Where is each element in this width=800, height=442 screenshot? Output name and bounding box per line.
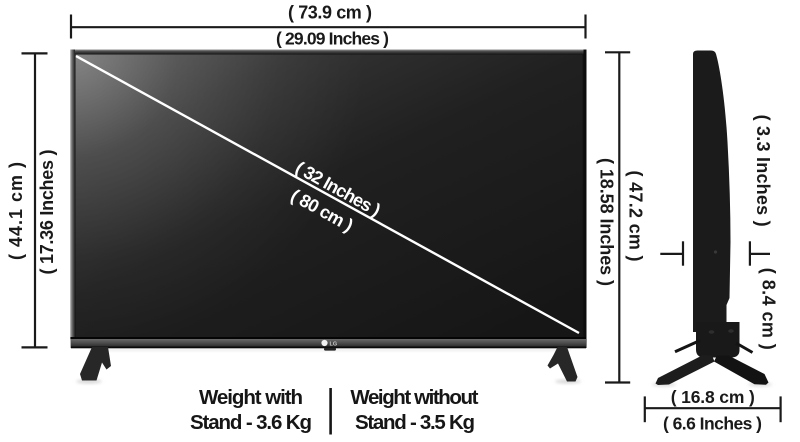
svg-text:( 29.09 Inches ): ( 29.09 Inches ) [276,29,389,49]
svg-text:LG: LG [330,341,338,347]
svg-text:Stand - 3.6 Kg: Stand - 3.6 Kg [190,411,312,434]
svg-text:Weight with: Weight with [199,386,303,409]
svg-text:Weight without: Weight without [350,386,478,409]
svg-text:( 18.58 Inches ): ( 18.58 Inches ) [597,158,617,286]
svg-text:( 17.36 Inches ): ( 17.36 Inches ) [37,150,57,275]
svg-text:( 8.4 cm ): ( 8.4 cm ) [759,268,779,350]
svg-text:( 73.9 cm ): ( 73.9 cm ) [288,3,372,23]
svg-text:( 16.8 cm ): ( 16.8 cm ) [671,387,755,407]
svg-text:Stand - 3.5 Kg: Stand - 3.5 Kg [355,411,475,434]
svg-text:( 3.3 Inches ): ( 3.3 Inches ) [753,115,773,227]
svg-text:( 6.6 Inches ): ( 6.6 Inches ) [663,414,762,434]
svg-text:( 44.1 cm ): ( 44.1 cm ) [6,162,26,260]
svg-text:( 47.2 cm ): ( 47.2 cm ) [626,171,646,262]
